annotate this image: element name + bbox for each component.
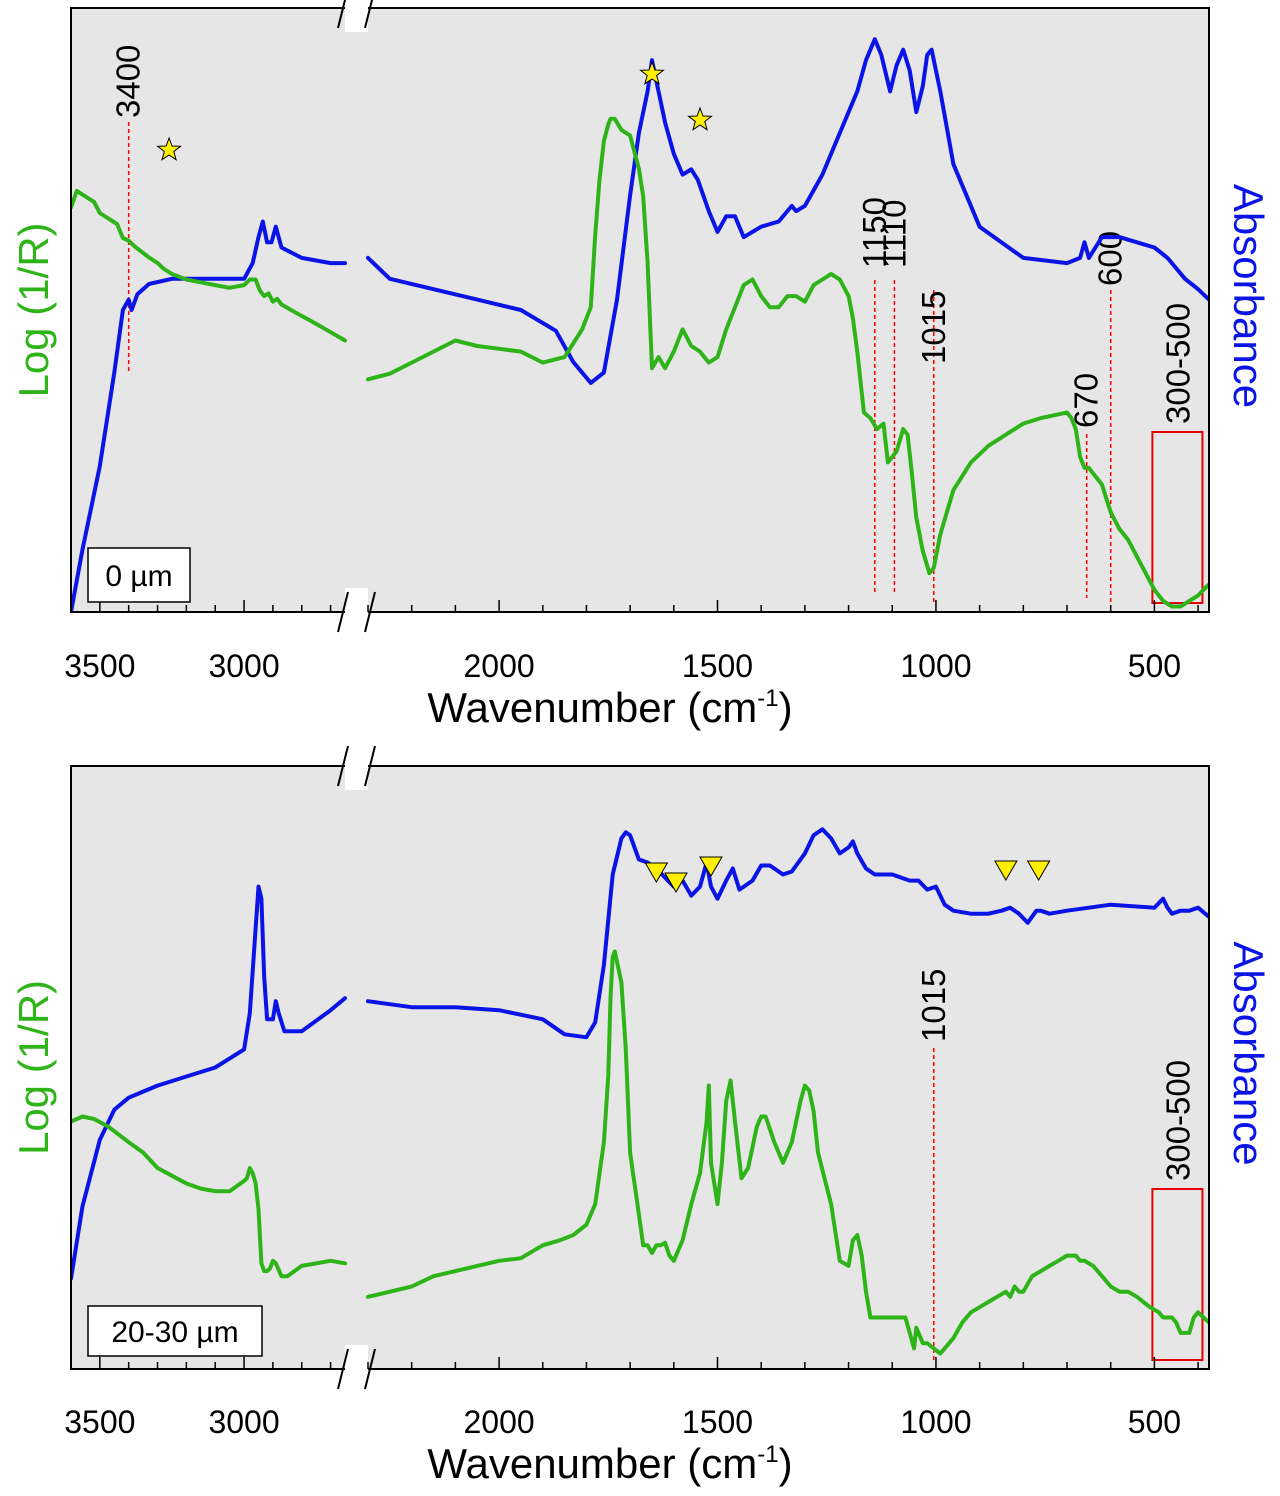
x-tick-label: 1500 (682, 1404, 753, 1440)
absorbance-line-segment-2 (366, 827, 1209, 1040)
x-tick-label: 1500 (682, 648, 753, 684)
panel-label-box (87, 1305, 263, 1357)
x-tick-label: 2000 (463, 648, 534, 684)
log-reflectance-line-segment-1 (71, 1114, 347, 1279)
x-tick-label: 2000 (463, 1404, 534, 1440)
plot-frame (70, 765, 1210, 1370)
x-tick-label: 500 (1128, 648, 1181, 684)
chart-panel-2: 1015 300-500 3500 3000 2000 1500 1000 500 Wavenu… (10, 742, 1272, 1487)
axis-break-mark (364, 1348, 376, 1390)
x-tick-label: 1000 (900, 1404, 971, 1440)
log-reflectance-line-segment-1 (71, 188, 347, 343)
axis-break-mark (364, 0, 374, 29)
panel-label-box (87, 547, 191, 603)
log-reflectance-line-segment-2 (366, 116, 1209, 609)
x-tick-label: 3000 (208, 648, 279, 684)
y-axis-label-right: Absorbance (1225, 184, 1272, 408)
absorbance-line-segment-2 (366, 37, 1209, 385)
x-tick-label: 3500 (64, 648, 135, 684)
axis-break-mark (337, 0, 347, 29)
y-axis-label-left: Log (1/R) (10, 222, 57, 397)
plot-area (71, 8, 1209, 612)
axis-break-mark (364, 745, 376, 787)
star-marker (639, 60, 665, 85)
axis-break-mark (364, 591, 376, 633)
axis-break-mark (337, 745, 349, 787)
reference-label-1015: 1015 (915, 291, 952, 364)
absorbance-line-segment-1 (71, 219, 347, 612)
star-marker (687, 106, 713, 131)
y-axis-label-left: Log (1/R) (10, 980, 57, 1155)
absorbance-line-segment-1 (71, 884, 347, 1281)
x-axis-label: Wavenumber (cm-1) (427, 1440, 792, 1487)
y-axis-label-right: Absorbance (1225, 941, 1272, 1165)
triangle-marker (699, 856, 723, 877)
triangle-marker (644, 862, 669, 883)
highlight-box-label: 300-500 (1159, 303, 1196, 424)
x-tick-label: 3500 (64, 1404, 135, 1440)
plot-frame (70, 7, 1210, 613)
axis-break-mark (337, 591, 349, 633)
panel-label: 20-30 µm (111, 1316, 238, 1349)
axis-break-gap (345, 742, 368, 790)
triangle-marker (664, 872, 688, 893)
x-tick-label: 1000 (900, 648, 971, 684)
x-tick-label: 3000 (208, 1404, 279, 1440)
panel-label: 0 µm (105, 560, 172, 593)
reference-label-3400: 3400 (110, 45, 147, 118)
reference-label-1015: 1015 (915, 969, 952, 1042)
reference-label-1150: 1150 (856, 197, 893, 268)
x-axis-label: Wavenumber (cm-1) (427, 684, 792, 731)
highlight-box (1151, 431, 1204, 604)
log-reflectance-line-segment-2 (366, 949, 1209, 1356)
star-marker (156, 136, 182, 161)
axis-break-mark (337, 1348, 349, 1390)
axis-break-gap (345, 588, 368, 636)
plot-area (71, 766, 1209, 1369)
triangle-marker (1026, 860, 1051, 881)
triangle-marker (993, 860, 1018, 881)
axis-break-gap (345, 0, 368, 32)
axis-break-gap (345, 1345, 368, 1393)
highlight-box-label: 300-500 (1159, 1060, 1196, 1181)
x-tick-label: 500 (1128, 1404, 1181, 1440)
highlight-box (1151, 1188, 1204, 1361)
reference-label-1110: 1110 (875, 199, 912, 268)
